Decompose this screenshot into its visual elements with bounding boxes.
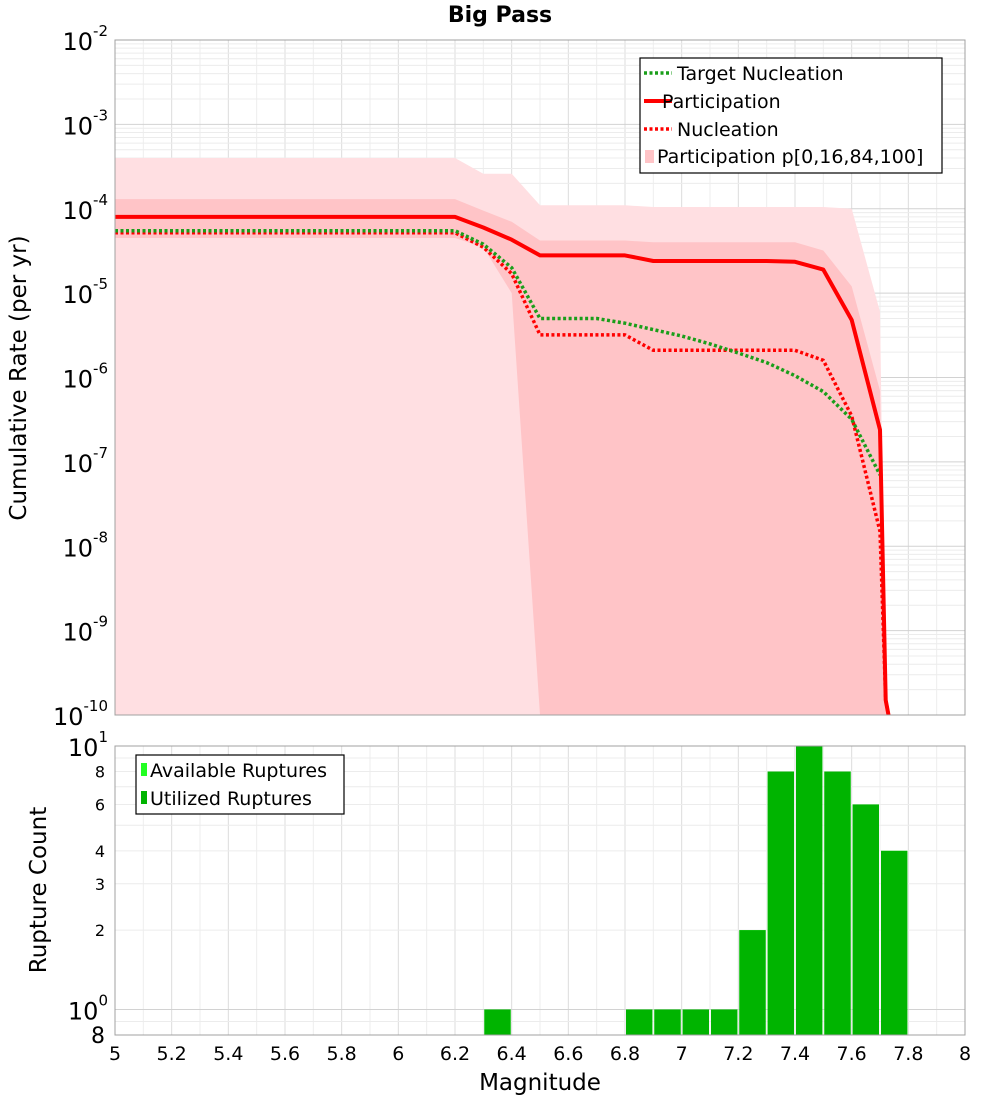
participation-bands — [115, 158, 889, 716]
rate-plot-frame — [114, 39, 966, 716]
series-line-nucleation — [115, 230, 891, 716]
rate-panel: Big Pass 10-1010-910-810-710-610-510-410… — [6, 3, 966, 731]
legend-label-target-nucleation: Target Nucleation — [676, 63, 844, 85]
x-tick-label: 7.6 — [837, 1043, 867, 1065]
y-tick-label: 10-9 — [62, 613, 108, 647]
x-tick-label: 7.8 — [893, 1043, 923, 1065]
x-tick-label: 7.2 — [723, 1043, 753, 1065]
rupture-legend: Available Ruptures Utilized Ruptures — [135, 754, 345, 815]
rupture-legend-box — [135, 754, 345, 815]
legend-label-nucleation: Nucleation — [677, 119, 779, 141]
x-tick-label: 6.8 — [610, 1043, 640, 1065]
rate-y-ticks: 10-10 10-9 10-8 10-7 10-6 10-5 10-4 10-3 10-2 — [53, 22, 108, 731]
x-tick-label: 6.4 — [497, 1043, 527, 1065]
rupture-plot-frame — [114, 745, 966, 1036]
rate-series-lines — [115, 214, 891, 716]
y-tick-label: 10-6 — [62, 360, 108, 394]
bar-utilized — [654, 1009, 681, 1035]
bar-utilized — [484, 1009, 511, 1035]
rupture-bars — [484, 746, 908, 1035]
legend-label-available-ruptures: Available Ruptures — [150, 760, 327, 782]
rate-legend: Target Nucleation Participation Nucleati… — [639, 57, 943, 174]
y-tick-label: 10-4 — [62, 191, 108, 225]
bar-utilized — [796, 746, 823, 1035]
legend-swatch-participation-band — [645, 150, 654, 163]
y-tick-label: 10-5 — [62, 275, 108, 309]
x-tick-label: 6.6 — [553, 1043, 583, 1065]
chart-title: Big Pass — [448, 3, 552, 28]
band-p16-p84 — [115, 199, 889, 716]
bar-utilized — [682, 1009, 709, 1035]
y-tick-label: 10-2 — [62, 22, 108, 56]
x-tick-label: 5.4 — [213, 1043, 243, 1065]
bar-utilized — [881, 850, 908, 1035]
x-tick-label: 6.2 — [440, 1043, 470, 1065]
bar-utilized — [824, 771, 851, 1035]
y-tick-label: 10-8 — [62, 528, 108, 562]
x-axis-label: Magnitude — [479, 1070, 601, 1096]
y-tick-label: 4 — [95, 842, 105, 861]
x-tick-label: 7.4 — [780, 1043, 810, 1065]
rate-y-axis-label: Cumulative Rate (per yr) — [6, 235, 32, 520]
x-tick-label: 6 — [392, 1043, 404, 1065]
series-line-participation — [115, 214, 891, 716]
legend-swatch-available-ruptures — [141, 763, 147, 776]
x-tick-label: 5.8 — [327, 1043, 357, 1065]
bar-utilized — [852, 804, 879, 1035]
x-tick-label: 5.2 — [157, 1043, 187, 1065]
y-tick-label: 6 — [95, 795, 105, 814]
y-decade-label: 100 — [68, 991, 108, 1025]
legend-label-utilized-ruptures: Utilized Ruptures — [150, 788, 312, 810]
bar-utilized — [626, 1009, 653, 1035]
x-tick-label: 5 — [109, 1043, 121, 1065]
legend-label-participation: Participation — [662, 91, 781, 113]
y-tick-label: 10-3 — [62, 106, 108, 140]
y-tick-label: 10-10 — [53, 697, 108, 731]
bar-utilized — [739, 930, 766, 1035]
legend-swatch-utilized-ruptures — [141, 791, 147, 804]
rupture-y-axis-label: Rupture Count — [26, 807, 52, 973]
x-tick-label: 7 — [676, 1043, 688, 1065]
y-tick-label: 8 — [91, 1024, 105, 1049]
y-tick-label: 10-7 — [62, 444, 108, 478]
rate-legend-box — [639, 57, 943, 174]
rupture-x-ticks: 5 5.2 5.4 5.6 5.8 6 6.2 6.4 6.6 6.8 7 7.2 7.4 7.6 7.8 8 — [109, 1043, 971, 1065]
y-tick-label: 2 — [95, 921, 105, 940]
bar-utilized — [767, 771, 794, 1035]
bar-utilized — [711, 1009, 738, 1035]
y-tick-label: 3 — [95, 875, 105, 894]
x-tick-label: 8 — [959, 1043, 971, 1065]
y-tick-label: 8 — [95, 763, 105, 782]
x-tick-label: 5.6 — [270, 1043, 300, 1065]
legend-label-participation-band: Participation p[0,16,84,100] — [657, 146, 923, 168]
y-decade-label: 101 — [68, 728, 108, 762]
